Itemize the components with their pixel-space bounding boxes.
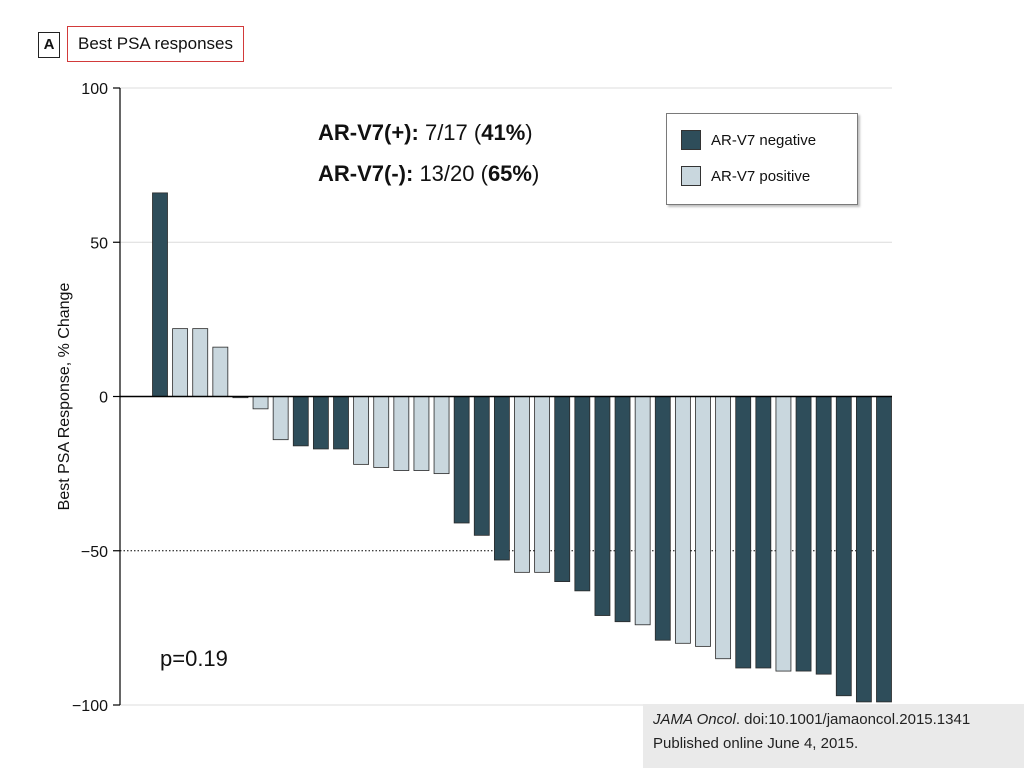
citation-line1: JAMA Oncol. doi:10.1001/jamaoncol.2015.1… xyxy=(653,708,1024,732)
bar-negative xyxy=(614,396,631,623)
bar-positive xyxy=(695,396,711,647)
bar-positive xyxy=(353,396,370,465)
y-tick-label: 50 xyxy=(90,235,108,252)
stat-fraction: 7/17 ( xyxy=(418,120,482,145)
legend-label-negative: AR-V7 negative xyxy=(711,131,817,149)
stat-fraction: 13/20 ( xyxy=(413,161,488,186)
bar-positive xyxy=(212,346,229,397)
bar-positive xyxy=(634,396,651,626)
bar-positive xyxy=(674,396,691,644)
bar-positive xyxy=(433,396,450,475)
bar-positive xyxy=(775,396,792,672)
bar-positive xyxy=(192,328,209,397)
citation-published: Published online June 4, 2015. xyxy=(653,735,859,752)
bar-negative xyxy=(574,396,591,592)
bar-positive xyxy=(393,396,410,471)
stat-arv7-positive: AR-V7(+): 7/17 (41%) xyxy=(318,120,533,146)
bar-negative xyxy=(755,396,772,669)
bar-negative xyxy=(292,396,309,447)
bar-negative xyxy=(594,396,611,616)
citation-journal: JAMA Oncol xyxy=(653,711,736,728)
p-value-label: p=0.19 xyxy=(160,646,228,671)
bar-negative xyxy=(333,396,349,450)
stat-label: AR-V7(+): xyxy=(318,120,419,145)
legend-swatch-negative xyxy=(681,130,701,150)
y-tick-label: −50 xyxy=(81,544,108,561)
bar-negative xyxy=(876,396,892,703)
bar-negative xyxy=(835,396,852,697)
y-tick-label: −100 xyxy=(72,698,108,715)
panel-letter: A xyxy=(38,32,60,58)
bar-positive xyxy=(534,396,551,573)
bar-negative xyxy=(453,396,470,524)
bar-positive xyxy=(715,396,732,660)
y-tick-label: 100 xyxy=(81,81,108,98)
bar-negative xyxy=(795,396,812,672)
bar-negative xyxy=(855,396,872,703)
bar-positive xyxy=(514,396,530,573)
stat-close: ) xyxy=(531,161,540,186)
bar-negative xyxy=(312,396,329,450)
legend-item-positive: AR-V7 positive xyxy=(681,164,810,188)
bar-positive xyxy=(252,396,269,410)
stat-close: ) xyxy=(525,120,533,145)
bar-negative xyxy=(473,396,490,536)
stat-percent: 65% xyxy=(487,161,532,186)
citation-doi: . doi:10.1001/jamaoncol.2015.1341 xyxy=(735,711,971,728)
bar-negative xyxy=(554,396,571,583)
bar-positive xyxy=(413,396,430,471)
y-axis-title: Best PSA Response, % Change xyxy=(56,283,73,511)
bar-negative xyxy=(152,192,168,397)
legend: AR-V7 negative AR-V7 positive xyxy=(666,113,858,205)
stat-arv7-negative: AR-V7(-): 13/20 (65%) xyxy=(318,161,539,187)
y-tick-label: 0 xyxy=(99,390,108,407)
citation-box: JAMA Oncol. doi:10.1001/jamaoncol.2015.1… xyxy=(643,704,1024,768)
legend-swatch-positive xyxy=(681,166,701,186)
legend-label-positive: AR-V7 positive xyxy=(711,167,811,185)
bar-negative xyxy=(815,396,832,675)
stat-percent: 41% xyxy=(481,120,526,145)
bar-positive xyxy=(272,396,289,441)
bar-negative xyxy=(735,396,752,669)
bar-positive xyxy=(172,328,189,397)
panel-title: Best PSA responses xyxy=(67,26,244,62)
bar-negative xyxy=(654,396,671,641)
bar-negative xyxy=(493,396,510,561)
bar-positive xyxy=(373,396,390,468)
stat-label: AR-V7(-): xyxy=(318,161,414,186)
legend-item-negative: AR-V7 negative xyxy=(681,128,816,152)
